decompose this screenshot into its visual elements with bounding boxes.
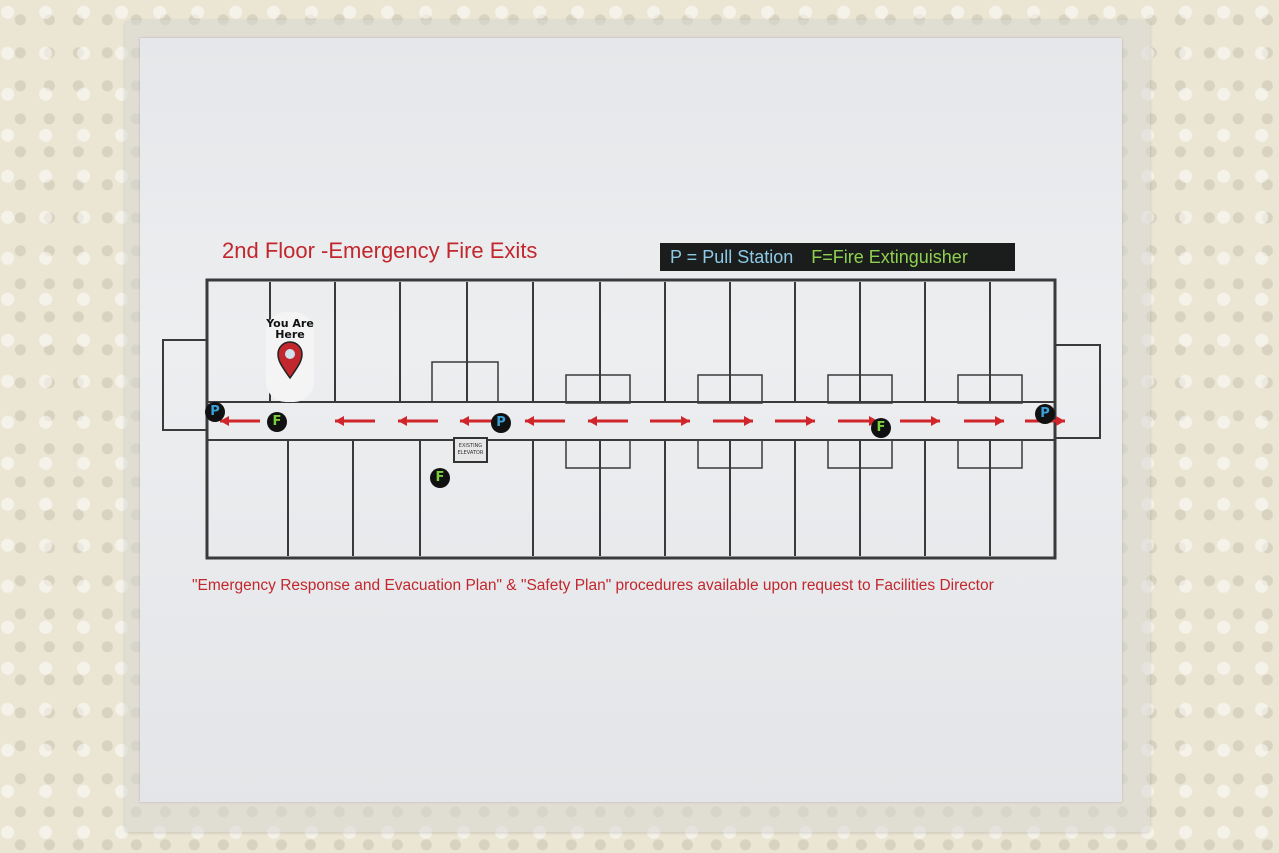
fire-extinguisher-marker: F	[267, 412, 287, 432]
pull-station-marker: P	[491, 413, 511, 433]
sign-paper	[140, 38, 1122, 802]
arrow-head-icon	[588, 416, 597, 426]
arrow-head-icon	[398, 416, 407, 426]
legend-fire-extinguisher: F=Fire Extinguisher	[811, 247, 968, 267]
elevator: EXISTING ELEVATOR	[453, 437, 488, 463]
location-pin-icon	[277, 341, 303, 380]
bathroom-fixture	[431, 361, 499, 403]
footer-note: "Emergency Response and Evacuation Plan"…	[192, 577, 994, 594]
sign-title: 2nd Floor -Emergency Fire Exits	[222, 238, 538, 263]
arrow-head-icon	[744, 416, 753, 426]
arrow-head-icon	[1056, 416, 1065, 426]
fire-extinguisher-marker: F	[871, 418, 891, 438]
arrow-head-icon	[335, 416, 344, 426]
bathroom-fixture	[697, 374, 763, 404]
bathroom-fixture	[565, 374, 631, 404]
you-are-here-marker: You Are Here	[266, 312, 314, 402]
arrow-head-icon	[806, 416, 815, 426]
bathroom-fixture	[565, 439, 631, 469]
pull-station-marker: P	[1035, 404, 1055, 424]
pull-station-marker: P	[205, 402, 225, 422]
arrow-head-icon	[995, 416, 1004, 426]
arrow-head-icon	[220, 416, 229, 426]
arrow-head-icon	[525, 416, 534, 426]
arrow-head-icon	[931, 416, 940, 426]
stairwell-right	[1054, 344, 1101, 439]
legend-pull-station: P = Pull Station	[670, 247, 794, 267]
fire-extinguisher-marker: F	[430, 468, 450, 488]
bathroom-fixture	[827, 439, 893, 469]
legend: P = Pull Station F=Fire Extinguisher	[660, 243, 1015, 271]
arrow-head-icon	[460, 416, 469, 426]
stairwell-left	[162, 339, 208, 431]
bathroom-fixture	[827, 374, 893, 404]
bathroom-fixture	[957, 439, 1023, 469]
bathroom-fixture	[957, 374, 1023, 404]
you-are-here-label: You Are Here	[266, 317, 314, 341]
arrow-head-icon	[681, 416, 690, 426]
bathroom-fixture	[697, 439, 763, 469]
